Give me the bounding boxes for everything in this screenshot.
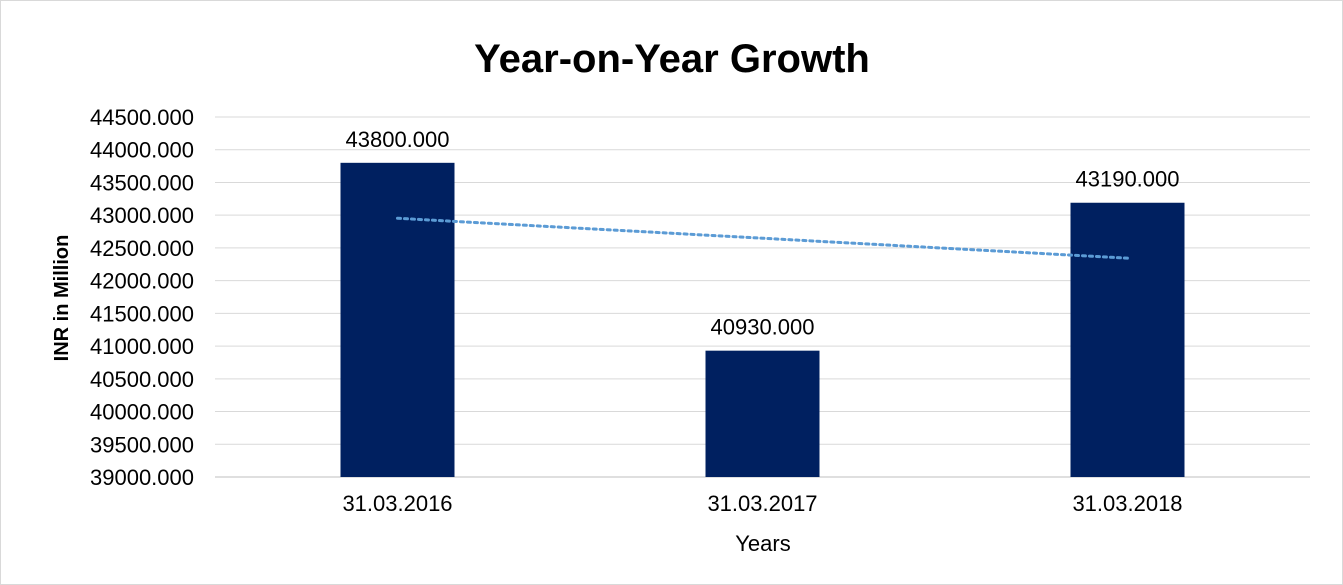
x-category-label: 31.03.2017 (707, 491, 817, 516)
bar (1070, 202, 1185, 477)
bar (340, 162, 455, 477)
data-label: 40930.000 (711, 315, 815, 340)
y-axis-title: INR in Million (51, 235, 73, 362)
y-tick-label: 42000.000 (90, 269, 194, 294)
y-axis-ticks: 39000.000 39500.000 40000.000 40500.000 4100… (90, 105, 194, 490)
y-tick-label: 39000.000 (90, 465, 194, 490)
x-category-label: 31.03.2018 (1072, 491, 1182, 516)
trendline-line (396, 216, 1129, 260)
y-tick-label: 43000.000 (90, 203, 194, 228)
trendline (396, 216, 1129, 260)
x-axis-title: Years (735, 531, 790, 556)
bar (705, 350, 820, 477)
y-tick-label: 41000.000 (90, 334, 194, 359)
x-category-label: 31.03.2016 (342, 491, 452, 516)
x-axis-categories: 31.03.2016 31.03.2017 31.03.2018 (342, 491, 1182, 516)
y-tick-label: 44000.000 (90, 138, 194, 163)
data-label: 43800.000 (346, 127, 450, 152)
bars (340, 162, 1185, 477)
y-tick-label: 41500.000 (90, 301, 194, 326)
data-labels: 43800.000 40930.000 43190.000 (346, 127, 1180, 340)
y-tick-label: 39500.000 (90, 432, 194, 457)
data-label: 43190.000 (1076, 167, 1180, 192)
y-tick-label: 43500.000 (90, 170, 194, 195)
y-tick-label: 44500.000 (90, 105, 194, 130)
chart-title: Year-on-Year Growth (474, 37, 870, 81)
y-tick-label: 42500.000 (90, 236, 194, 261)
y-tick-label: 40500.000 (90, 367, 194, 392)
y-tick-label: 40000.000 (90, 400, 194, 425)
